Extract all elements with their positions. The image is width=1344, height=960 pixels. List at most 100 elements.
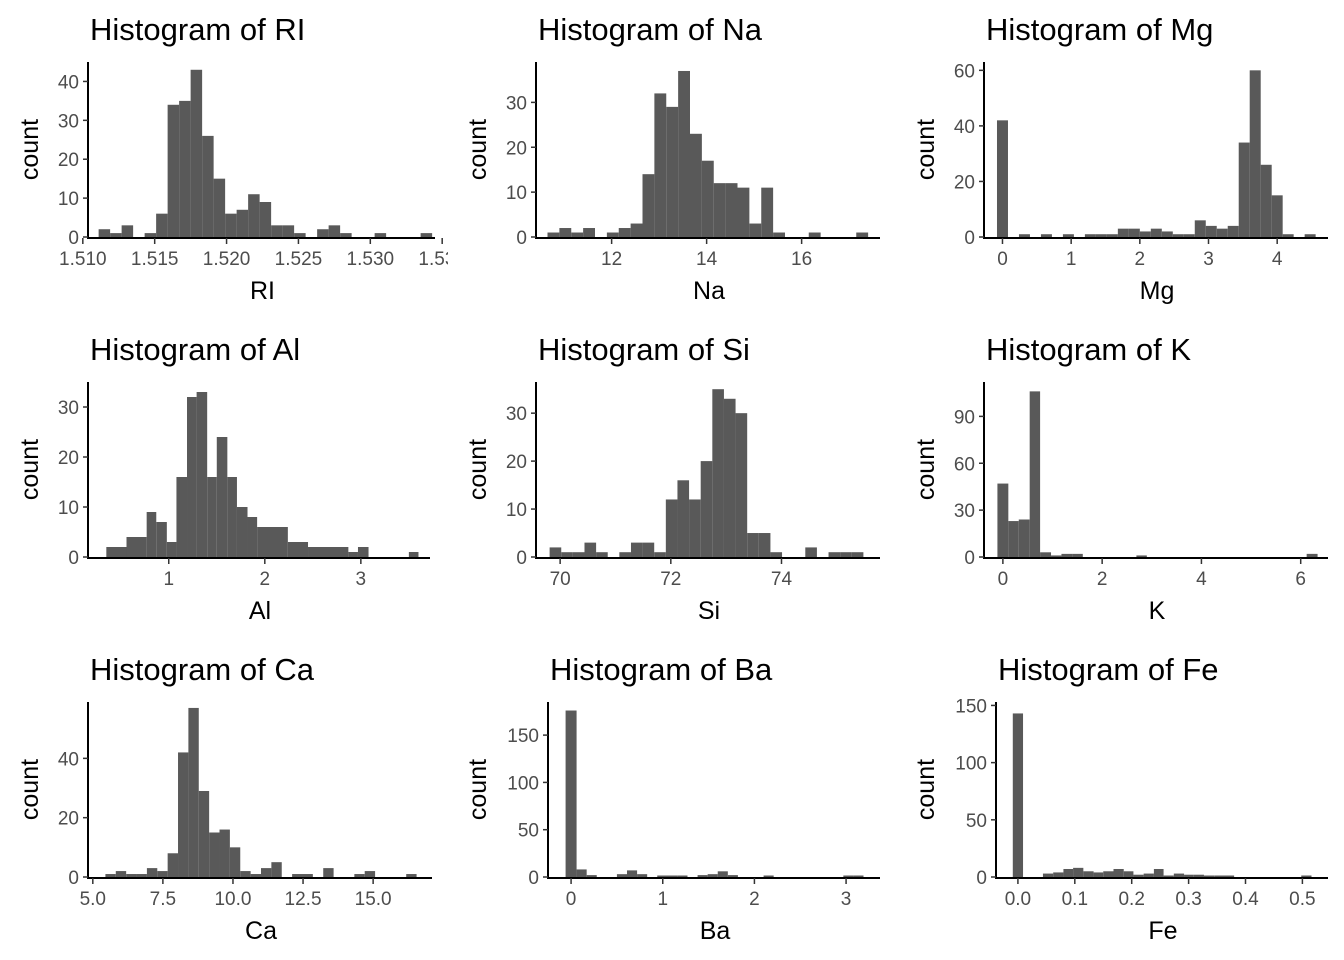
histogram-bar: [250, 874, 261, 877]
histogram-bar: [559, 228, 572, 237]
x-tick-label: 7.5: [150, 889, 176, 910]
histogram-bar: [196, 392, 208, 557]
histogram-bar: [294, 233, 306, 237]
histogram-bar: [843, 875, 854, 877]
y-tick-label: 30: [58, 111, 79, 132]
histogram-bar: [308, 547, 349, 557]
histogram-bar: [1194, 220, 1206, 237]
histogram-bar: [630, 542, 643, 557]
y-tick-label: 10: [506, 183, 527, 204]
y-tick-label: 20: [58, 809, 79, 830]
histogram-bar: [840, 552, 852, 557]
x-tick-label: 16: [791, 249, 812, 270]
y-tick-label: 60: [954, 61, 975, 82]
y-tick-label: 40: [58, 749, 79, 770]
histogram-bar: [1184, 874, 1194, 877]
histogram-bar: [1271, 195, 1283, 237]
histogram-bar: [677, 875, 688, 877]
histogram-bar: [105, 874, 116, 877]
x-tick-label: 0.4: [1232, 889, 1259, 910]
histogram-bar: [654, 552, 666, 557]
y-axis-title: count: [16, 439, 44, 500]
histogram-panel-si: Histogram of Si 0 10 20 30 70 72 74 Si count: [448, 320, 896, 640]
histogram-bar: [1301, 875, 1312, 877]
histogram-bar: [1214, 875, 1235, 877]
histogram-bar: [1304, 234, 1316, 237]
histogram-bar: [747, 533, 759, 557]
histogram-bar: [1072, 553, 1083, 557]
histogram-bar: [1150, 228, 1162, 237]
histogram-bar: [1113, 868, 1124, 877]
y-tick-label: 90: [954, 407, 975, 428]
histogram-bar: [571, 232, 584, 237]
histogram-bar: [549, 547, 562, 557]
histogram-bar: [583, 228, 595, 237]
histogram-bar: [616, 874, 627, 877]
y-tick-label: 50: [966, 811, 987, 832]
histogram-bar: [666, 106, 679, 237]
histogram-bar: [157, 871, 168, 877]
y-tick-label: 40: [58, 72, 79, 93]
y-axis-title: count: [912, 119, 940, 180]
histogram-bar: [364, 871, 376, 877]
histogram-bar: [805, 547, 817, 557]
chart-title: Histogram of Na: [538, 12, 763, 47]
histogram-bar: [723, 398, 736, 557]
y-tick-label: 0: [528, 868, 539, 889]
histogram-bar: [1106, 234, 1118, 237]
histogram-bar: [144, 233, 157, 237]
histogram-bar: [261, 868, 272, 877]
histogram-bar: [1143, 873, 1154, 877]
histogram-bar: [1029, 391, 1041, 557]
y-axis-title: count: [464, 759, 492, 820]
histogram-bar: [851, 552, 864, 557]
y-tick-label: 20: [954, 172, 975, 193]
histogram-bar: [697, 875, 708, 877]
histogram-bar: [1040, 234, 1052, 237]
x-axis-title: Mg: [1140, 277, 1175, 305]
histogram-bar: [763, 875, 774, 877]
histogram-bar: [126, 537, 147, 557]
histogram-panel-ri: Histogram of RI 0 10 20 30 40 1.510 1.515 1.520 1…: [0, 0, 448, 320]
y-tick-label: 20: [58, 150, 79, 171]
histogram-panel-ba: Histogram of Ba 0 50 100 150 0 1 2 3 Ba count: [448, 640, 896, 960]
histogram-bar: [156, 213, 168, 237]
histogram-bar: [1173, 873, 1185, 877]
histogram-bar: [997, 483, 1009, 557]
x-tick-label: 1.520: [203, 249, 251, 270]
y-tick-label: 0: [964, 548, 975, 569]
y-tick-label: 10: [506, 500, 527, 521]
histogram-bar: [1008, 521, 1019, 557]
histogram-bar: [374, 233, 387, 237]
y-tick-label: 150: [507, 726, 539, 747]
histogram-bar: [1063, 868, 1074, 877]
y-axis-title: count: [464, 439, 492, 500]
histogram-bar: [1203, 875, 1215, 877]
histogram-bar: [247, 517, 258, 557]
histogram-bar: [773, 232, 785, 237]
histogram-bar: [1163, 875, 1174, 877]
histogram-bar: [856, 232, 869, 237]
histogram-bar: [219, 829, 230, 877]
histogram-bar: [808, 232, 821, 237]
histogram-bar: [1062, 234, 1074, 237]
histogram-bar: [302, 874, 313, 877]
y-tick-label: 0: [68, 548, 79, 569]
histogram-bar: [576, 869, 587, 877]
histogram-bar: [227, 477, 237, 557]
histogram-bar: [115, 871, 127, 877]
histogram-bar: [1083, 871, 1094, 877]
x-axis-title: Na: [693, 277, 725, 305]
x-axis-title: Ba: [700, 917, 731, 945]
x-tick-label: 0.2: [1118, 889, 1144, 910]
histogram-bar: [627, 870, 638, 877]
histogram-bar: [657, 875, 678, 877]
y-tick-label: 0: [68, 228, 79, 249]
histogram-bar: [1018, 519, 1030, 557]
histogram-bar: [229, 847, 241, 877]
histogram-bar: [690, 133, 702, 237]
x-tick-label: 70: [550, 569, 571, 590]
histogram-bar: [110, 233, 122, 237]
histogram-bar: [828, 552, 841, 557]
